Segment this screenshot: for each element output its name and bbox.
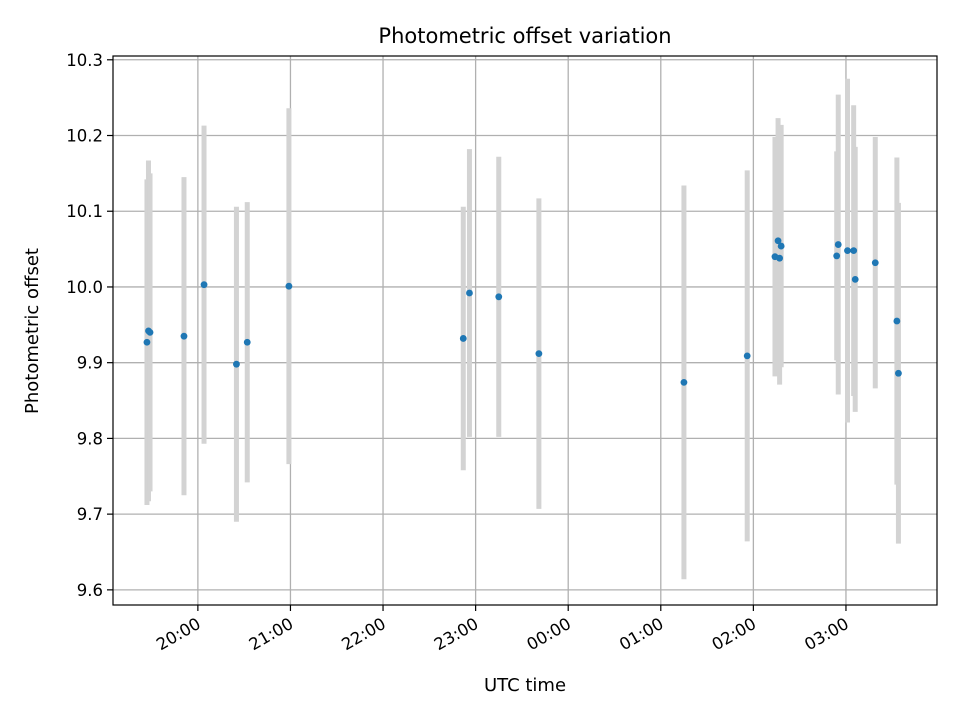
y-tick-label: 10.2 [66,127,103,146]
data-point [893,317,901,325]
data-point [777,242,785,250]
data-point [459,335,467,342]
y-axis-label: Photometric offset [22,248,43,414]
data-point [466,289,473,297]
grid [113,56,937,605]
data-points [143,237,902,386]
y-tick-label: 10.3 [66,51,103,70]
y-tick-label: 9.6 [77,581,103,600]
data-point [833,252,841,260]
y-tick-label: 9.7 [77,505,103,524]
data-point [895,369,902,377]
data-point [233,360,240,368]
data-point [180,332,188,340]
data-point [834,241,842,248]
data-point [143,338,151,346]
data-point [774,237,782,245]
data-point [871,259,879,267]
data-point [743,352,751,360]
data-point [680,378,688,386]
y-tick-label: 10.1 [66,202,103,221]
data-point [146,328,154,336]
plot-frame [112,55,938,606]
x-axis-label: UTC time [484,675,566,696]
chart-title: Photometric offset variation [378,24,671,48]
y-tick-label: 10.0 [66,278,103,297]
data-point [243,338,251,346]
data-point [535,350,543,357]
data-point [285,282,293,290]
data-point [495,293,503,301]
data-point [850,247,858,255]
y-tick-label: 9.9 [77,354,103,373]
data-point [200,281,208,289]
data-point [844,247,851,255]
y-tick-label: 9.8 [77,429,103,448]
y-axis: 9.6 9.7 9.8 9.9 10.0 10.1 10.2 10.3 [66,51,113,600]
data-point [776,254,784,262]
data-point [851,275,859,283]
